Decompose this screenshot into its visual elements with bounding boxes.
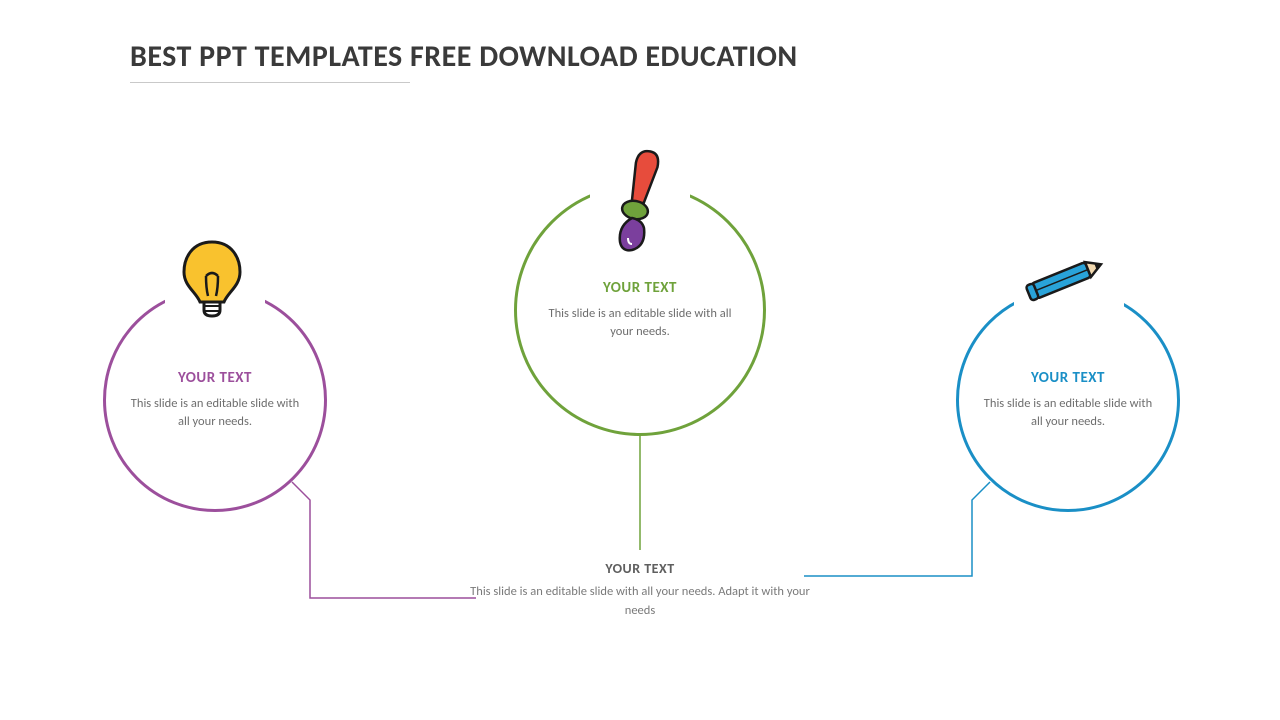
circle-body: This slide is an editable slide with all… <box>981 395 1155 431</box>
connector-left <box>292 482 476 598</box>
bulb-icon <box>178 236 246 327</box>
connector-right <box>804 482 990 576</box>
circle-body: This slide is an editable slide with all… <box>128 395 302 431</box>
diagram-stage: YOUR TEXT This slide is an editable slid… <box>0 0 1280 720</box>
circle-pencil: YOUR TEXT This slide is an editable slid… <box>956 288 1180 512</box>
bottom-text-block: YOUR TEXT This slide is an editable slid… <box>470 560 810 621</box>
bottom-body: This slide is an editable slide with all… <box>470 583 810 621</box>
circle-heading: YOUR TEXT <box>603 279 677 297</box>
brush-icon <box>604 146 662 261</box>
pencil-icon <box>1014 250 1110 315</box>
circle-heading: YOUR TEXT <box>178 369 252 387</box>
circle-body: This slide is an editable slide with all… <box>542 305 739 341</box>
bottom-heading: YOUR TEXT <box>470 560 810 577</box>
circle-heading: YOUR TEXT <box>1031 369 1105 387</box>
